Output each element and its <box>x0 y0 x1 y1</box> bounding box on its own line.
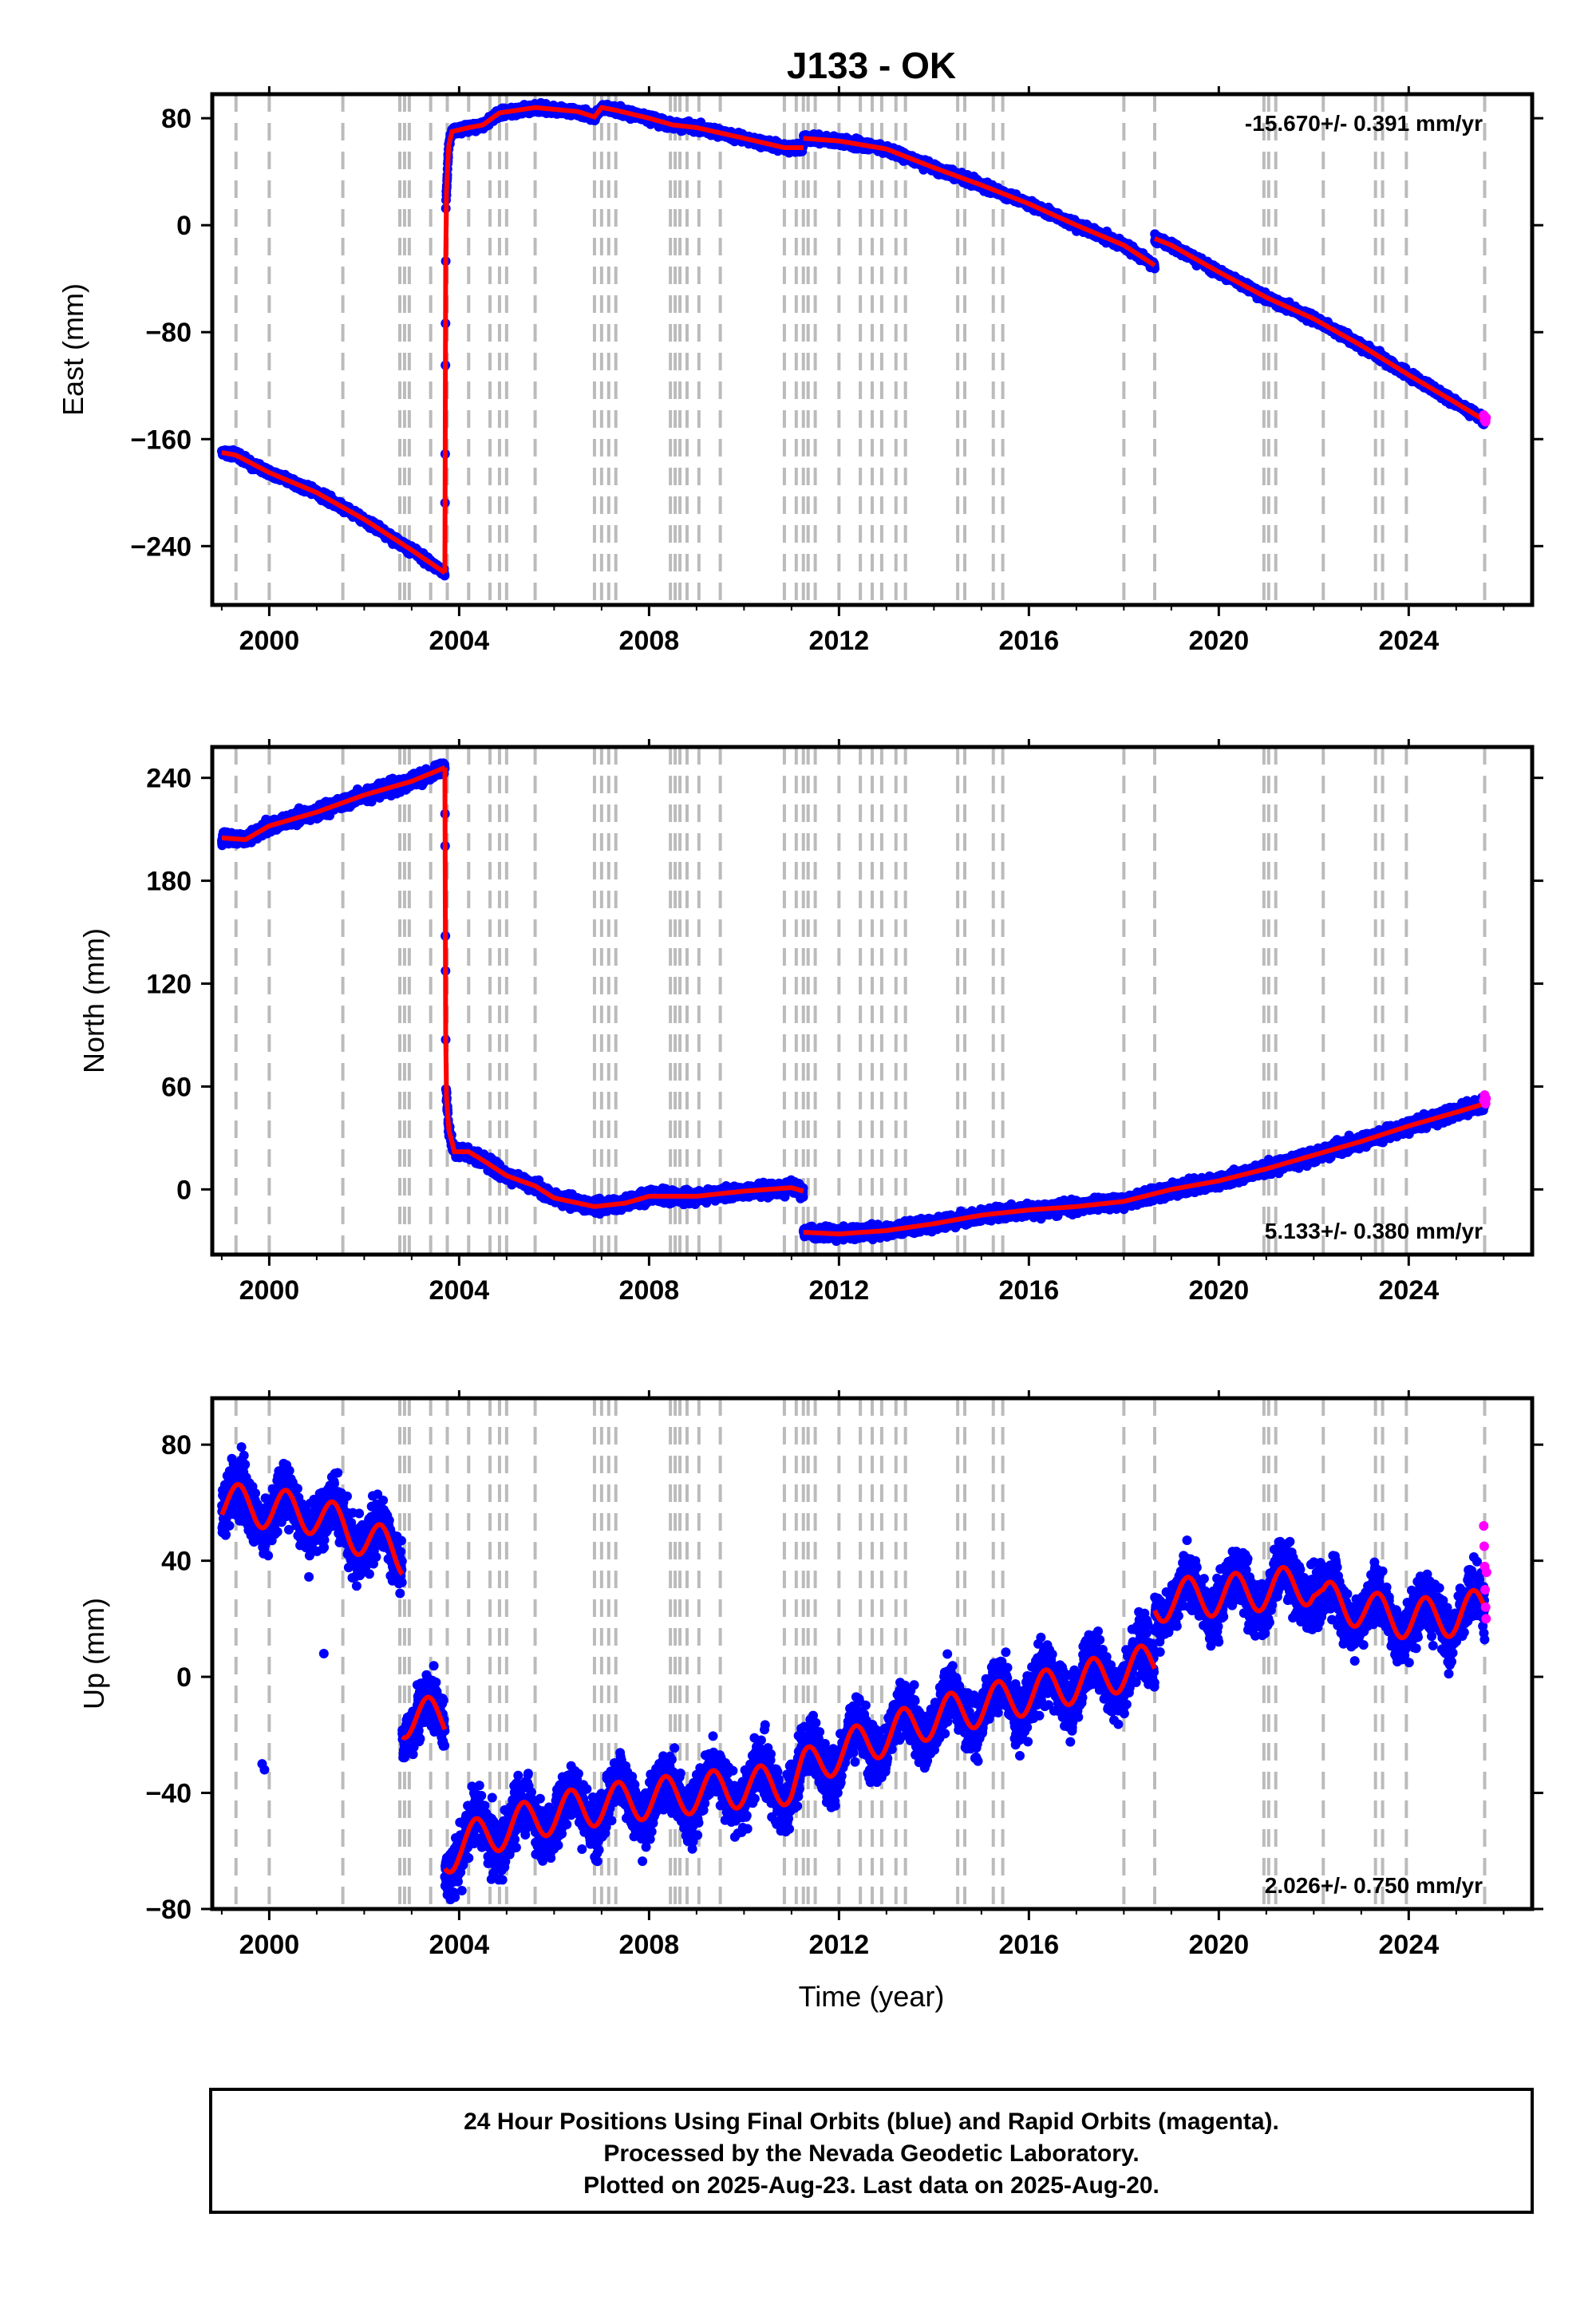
chart-title: J133 - OK <box>787 45 956 86</box>
east-plot-area <box>217 94 1491 605</box>
east-panel: 2000 2004 2008 2012 2016 2020 2024800−80−160−2… <box>57 86 1543 656</box>
